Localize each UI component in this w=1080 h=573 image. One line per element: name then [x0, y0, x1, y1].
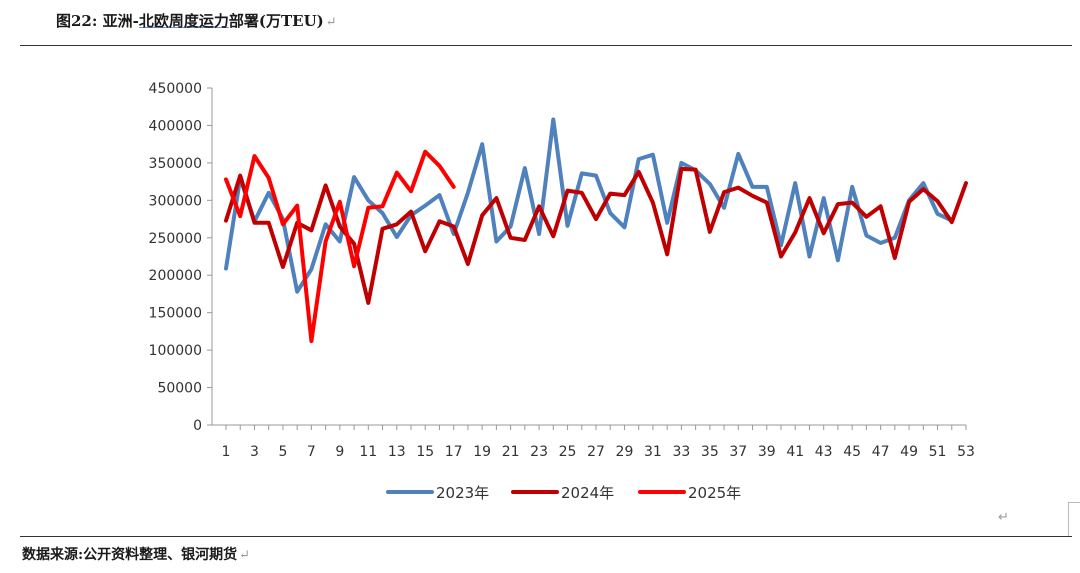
x-tick-label: 1: [222, 444, 231, 460]
top-divider: [20, 45, 1072, 46]
y-tick-label: 50000: [157, 381, 202, 397]
chart-axes: 0 50000 100000 150000 200000 250000 300000 3500…: [149, 81, 975, 460]
paragraph-mark-icon: ↵: [239, 548, 251, 563]
x-tick-label: 51: [929, 444, 947, 460]
y-tick-label: 0: [193, 418, 202, 434]
legend-item-2024-label: 2024年: [561, 484, 614, 502]
figure-number: 图22:: [56, 12, 98, 30]
figure-title: 图22: 亚洲-北欧周度运力部署(万TEU) ↵: [56, 10, 337, 31]
y-tick-label: 300000: [149, 193, 202, 209]
x-tick-label: 7: [307, 444, 316, 460]
figure-title-part1: 亚洲-: [102, 12, 139, 30]
x-tick-label: 25: [559, 444, 577, 460]
source-note: 数据来源:公开资料整理、银河期货 ↵: [22, 544, 250, 564]
y-tick-label: 350000: [149, 156, 202, 172]
paragraph-mark-icon: ↵: [325, 15, 337, 30]
x-tick-label: 39: [758, 444, 776, 460]
chart-legend: 2023年 2024年 2025年: [386, 484, 741, 502]
x-tick-label: 53: [957, 444, 975, 460]
x-tick-label: 19: [473, 444, 491, 460]
x-tick-label: 37: [729, 444, 747, 460]
x-tick-label: 17: [445, 444, 463, 460]
x-tick-label: 45: [843, 444, 861, 460]
series-2023-line: [224, 117, 954, 294]
chart-series: [224, 117, 968, 344]
x-tick-label: 21: [502, 444, 520, 460]
x-tick-label: 9: [335, 444, 344, 460]
x-tick-label: 11: [359, 444, 377, 460]
x-tick-label: 3: [250, 444, 259, 460]
bottom-divider: [20, 536, 1072, 537]
x-tick-label: 27: [587, 444, 605, 460]
y-tick-label: 150000: [149, 306, 202, 322]
y-tick-label: 450000: [149, 81, 202, 97]
x-tick-label: 41: [786, 444, 804, 460]
x-tick-label: 35: [701, 444, 719, 460]
text-boundary-marker: [1068, 502, 1080, 537]
series-2025-line: [224, 149, 456, 344]
x-tick-label: 43: [815, 444, 833, 460]
x-tick-label: 47: [872, 444, 890, 460]
x-tick-label: 23: [530, 444, 548, 460]
y-tick-label: 250000: [149, 231, 202, 247]
x-tick-label: 31: [644, 444, 662, 460]
x-tick-label: 29: [616, 444, 634, 460]
x-tick-label: 15: [416, 444, 434, 460]
x-tick-label: 13: [388, 444, 406, 460]
figure-title-part2: 北欧周度运力: [138, 12, 229, 30]
y-tick-label: 100000: [149, 343, 202, 359]
figure-title-part3: 部署(万TEU): [228, 12, 324, 30]
paragraph-mark-icon: ↵: [998, 510, 1009, 525]
legend-item-2025-label: 2025年: [688, 484, 741, 502]
x-tick-label: 49: [900, 444, 918, 460]
y-tick-label: 400000: [149, 118, 202, 134]
legend-item-2023-label: 2023年: [436, 484, 489, 502]
y-tick-label: 200000: [149, 268, 202, 284]
x-tick-label: 5: [278, 444, 287, 460]
x-tick-label: 33: [672, 444, 690, 460]
source-text: 数据来源:公开资料整理、银河期货: [22, 547, 238, 563]
